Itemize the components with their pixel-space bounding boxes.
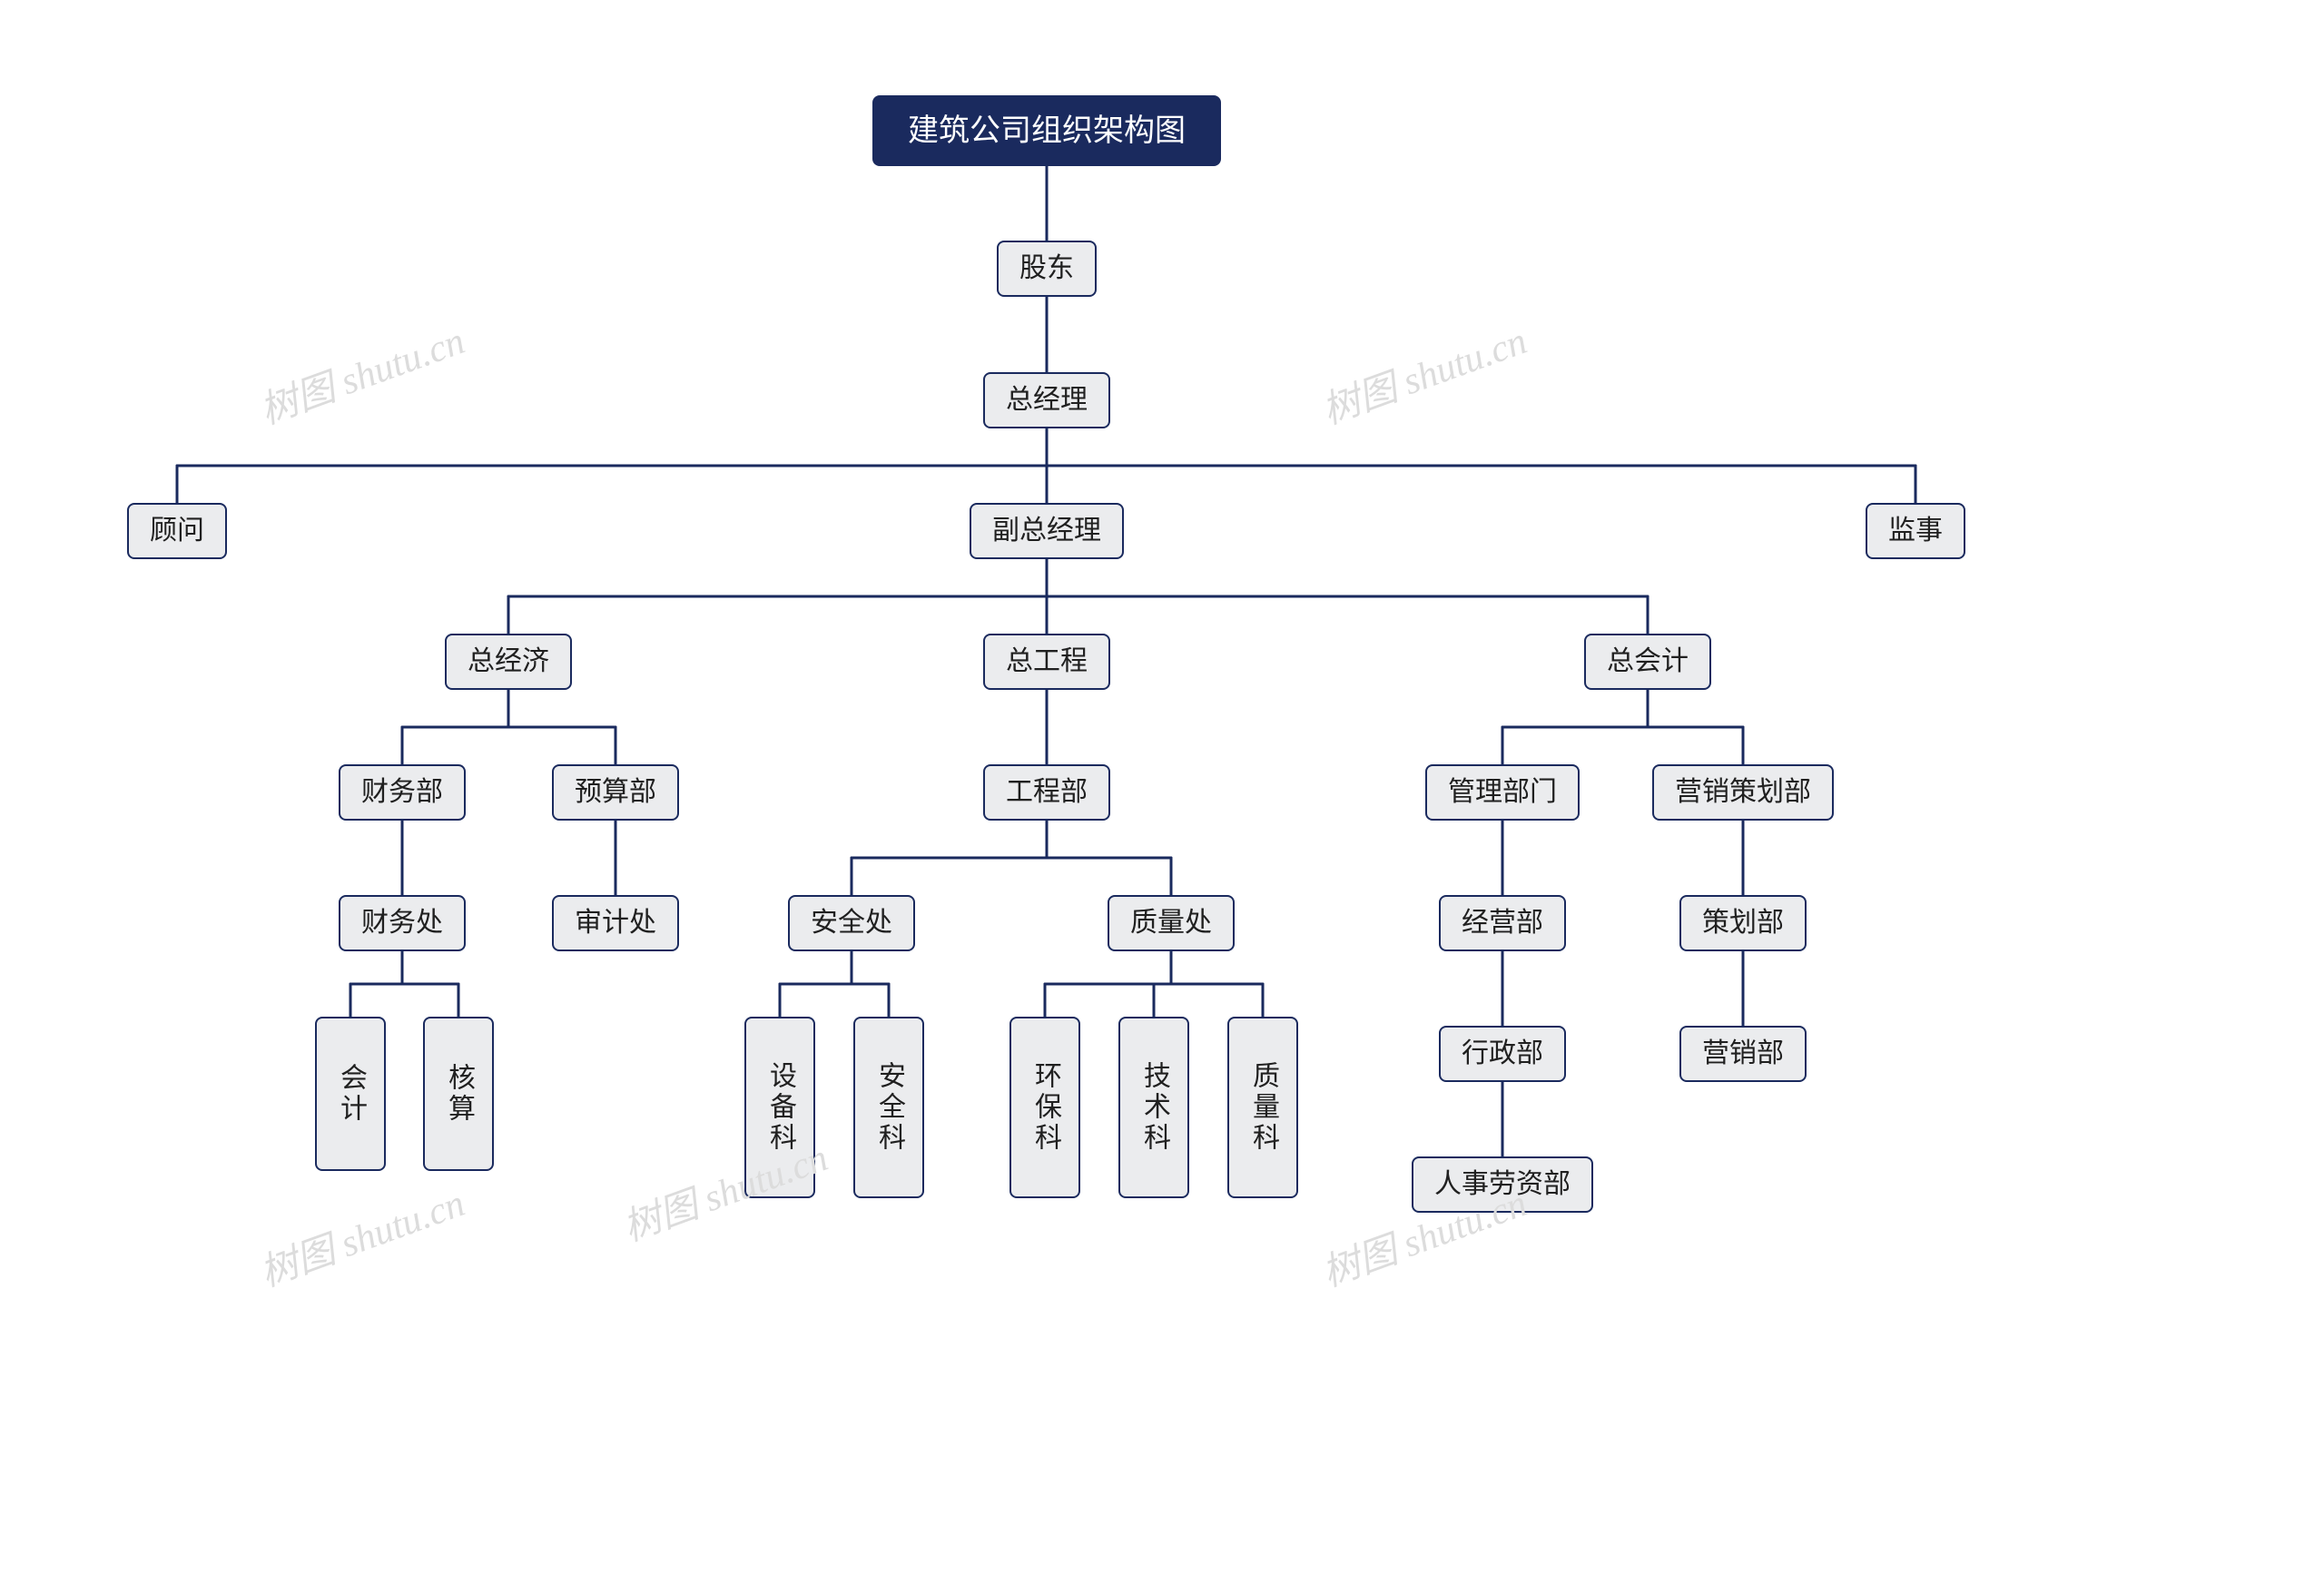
org-node-ysb: 预算部 — [552, 764, 679, 821]
org-node-root: 建筑公司组织架构图 — [872, 95, 1221, 166]
org-node-glbm: 管理部门 — [1425, 764, 1580, 821]
org-node-hs: 核算 — [423, 1017, 494, 1171]
org-node-yxchb: 营销策划部 — [1652, 764, 1834, 821]
org-node-zjj: 总经济 — [445, 634, 572, 690]
org-node-js: 监事 — [1866, 503, 1965, 559]
org-node-sbk: 设备科 — [744, 1017, 815, 1198]
org-node-zkj: 总会计 — [1584, 634, 1711, 690]
org-node-aqc: 安全处 — [788, 895, 915, 951]
org-node-hbk: 环保科 — [1009, 1017, 1080, 1198]
org-node-zgc: 总工程 — [983, 634, 1110, 690]
watermark-text: 树图 shutu.cn — [251, 1173, 471, 1298]
org-node-yxb: 营销部 — [1679, 1026, 1807, 1082]
org-node-rslzb: 人事劳资部 — [1412, 1156, 1593, 1213]
org-node-fzjl: 副总经理 — [970, 503, 1124, 559]
org-node-sjc: 审计处 — [552, 895, 679, 951]
org-node-xzb: 行政部 — [1439, 1026, 1566, 1082]
watermark-text: 树图 shutu.cn — [251, 310, 471, 436]
org-node-jyb: 经营部 — [1439, 895, 1566, 951]
org-node-aqk: 安全科 — [853, 1017, 924, 1198]
org-node-zlk: 质量科 — [1227, 1017, 1298, 1198]
org-node-gcb: 工程部 — [983, 764, 1110, 821]
org-node-cwc: 财务处 — [339, 895, 466, 951]
org-node-zjl: 总经理 — [983, 372, 1110, 428]
org-node-jsk: 技术科 — [1118, 1017, 1189, 1198]
org-node-gw: 顾问 — [127, 503, 227, 559]
watermark-text: 树图 shutu.cn — [1314, 310, 1533, 436]
org-node-gd: 股东 — [997, 241, 1097, 297]
org-node-zlc: 质量处 — [1108, 895, 1235, 951]
org-node-kj: 会计 — [315, 1017, 386, 1171]
org-node-cwb: 财务部 — [339, 764, 466, 821]
org-node-chb: 策划部 — [1679, 895, 1807, 951]
